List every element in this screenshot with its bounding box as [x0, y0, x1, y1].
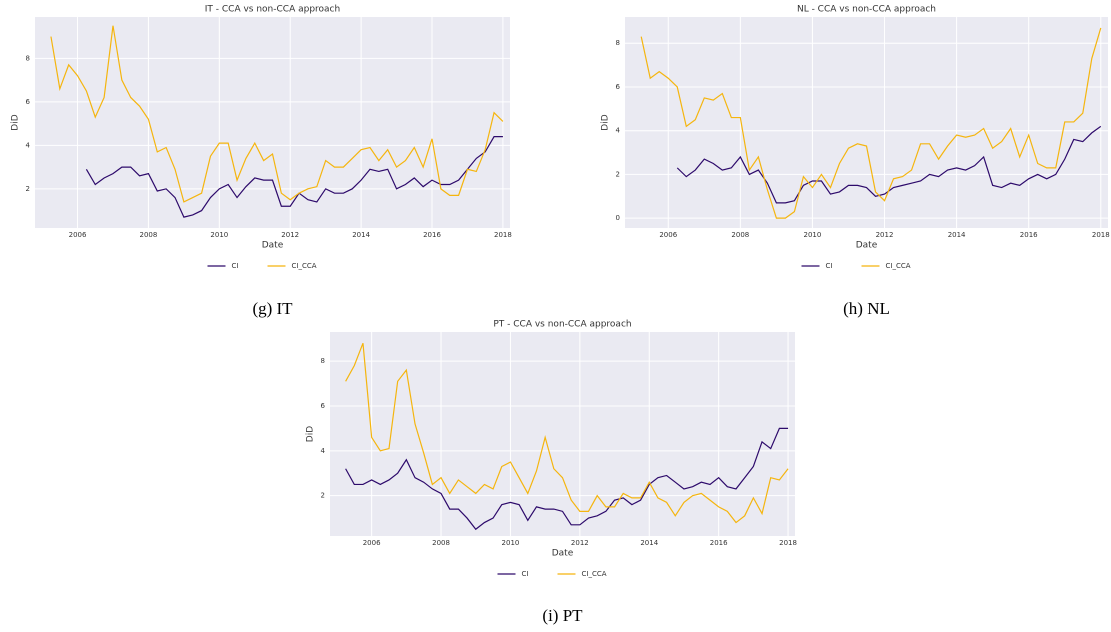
x-tick-label: 2008 — [731, 231, 749, 239]
x-tick-label: 2014 — [352, 231, 370, 239]
x-tick-label: 2008 — [432, 539, 450, 547]
y-tick-label: 4 — [616, 127, 621, 135]
caption: (i) PT — [542, 606, 583, 625]
series-line — [50, 25, 504, 203]
x-tick-label: 2006 — [363, 539, 381, 547]
legend-label: CI — [522, 570, 529, 578]
x-tick-label: 2008 — [140, 231, 158, 239]
chart: 0 2 4 6 8 2006 2008 2010 2012 2014 2016 2018 NL - CC… — [601, 5, 1110, 318]
x-tick-label: 2006 — [69, 231, 87, 239]
chart: 2 4 6 8 2006 2008 2010 2012 2014 2016 2018 PT - CCA… — [306, 320, 797, 625]
legend-label: CI_CCA — [582, 570, 607, 578]
caption: (g) IT — [252, 299, 293, 318]
x-tick-label: 2006 — [659, 231, 677, 239]
x-tick-label: 2018 — [494, 231, 512, 239]
chart-title: NL - CCA vs non-CCA approach — [797, 5, 936, 15]
x-tick-label: 2014 — [948, 231, 966, 239]
x-tick-label: 2012 — [876, 231, 894, 239]
plot-area — [35, 17, 510, 228]
y-tick-label: 8 — [616, 39, 620, 47]
y-axis-label: DiD — [11, 114, 21, 130]
x-tick-label: 2018 — [1092, 231, 1110, 239]
series-line — [345, 342, 789, 524]
y-tick-label: 2 — [26, 185, 30, 193]
x-tick-label: 2010 — [210, 231, 228, 239]
y-tick-label: 4 — [321, 447, 326, 455]
x-tick-label: 2018 — [779, 539, 797, 547]
x-tick-label: 2014 — [640, 539, 658, 547]
legend-label: CI_CCA — [886, 262, 911, 270]
y-tick-label: 6 — [321, 402, 326, 410]
y-tick-label: 4 — [26, 141, 31, 149]
y-axis-label: DiD — [601, 114, 611, 130]
legend-label: CI — [232, 262, 239, 270]
series-line — [345, 427, 789, 531]
chart-title: PT - CCA vs non-CCA approach — [493, 320, 631, 330]
x-axis-label: Date — [856, 241, 878, 251]
y-tick-label: 2 — [321, 492, 325, 500]
x-tick-label: 2010 — [502, 539, 520, 547]
x-tick-label: 2010 — [804, 231, 822, 239]
x-axis-label: Date — [262, 241, 284, 251]
chart-title: IT - CCA vs non-CCA approach — [205, 5, 340, 15]
caption: (h) NL — [843, 299, 890, 318]
x-tick-label: 2016 — [710, 539, 728, 547]
legend-label: CI_CCA — [292, 262, 317, 270]
x-tick-label: 2016 — [423, 231, 441, 239]
series-line — [85, 136, 503, 218]
y-tick-label: 8 — [26, 54, 30, 62]
chart: 2 4 6 8 2006 2008 2010 2012 2014 2016 2018 IT - CCA… — [11, 5, 512, 318]
y-tick-label: 2 — [616, 170, 620, 178]
x-tick-label: 2012 — [571, 539, 589, 547]
x-tick-label: 2016 — [1020, 231, 1038, 239]
y-tick-label: 8 — [321, 357, 325, 365]
y-axis-label: DiD — [306, 426, 316, 442]
y-tick-label: 6 — [26, 98, 31, 106]
y-tick-label: 0 — [616, 214, 620, 222]
series-line — [640, 27, 1102, 219]
x-tick-label: 2012 — [281, 231, 299, 239]
y-tick-label: 6 — [616, 83, 621, 91]
x-axis-label: Date — [552, 549, 574, 559]
plot-area — [330, 332, 795, 536]
plot-area — [625, 17, 1108, 228]
legend-label: CI — [826, 262, 833, 270]
